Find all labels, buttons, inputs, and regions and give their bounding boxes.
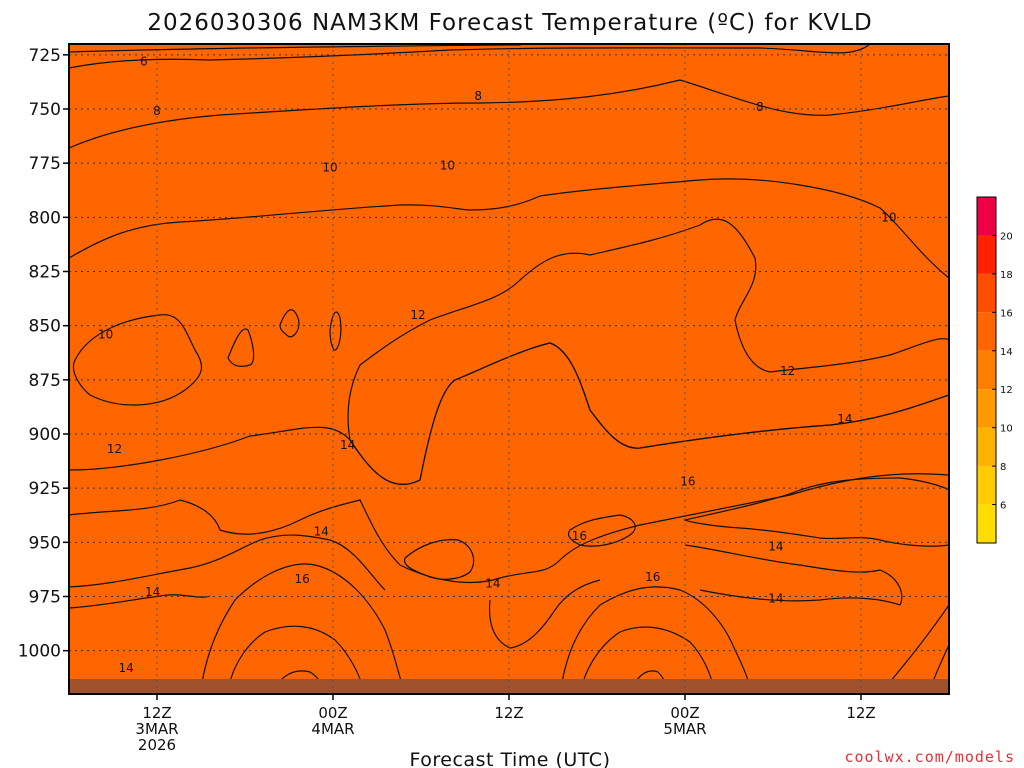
contour-label: 14 bbox=[485, 577, 500, 591]
colorbar-swatch bbox=[977, 312, 996, 351]
credit-link[interactable]: coolwx.com/models bbox=[844, 748, 1015, 766]
colorbar-swatch bbox=[977, 427, 996, 467]
contour-labels: 6 8 8 8 10 10 10 10 12 12 12 14 14 14 14 14 14 14 14 16 16 16… bbox=[98, 54, 896, 675]
zone-16-18-pocket bbox=[403, 539, 475, 580]
zone-8-10 bbox=[69, 44, 949, 149]
x-tick-label: 3MAR bbox=[135, 720, 178, 738]
y-axis: 725 750 775 800 825 850 875 900 925 950 975 1000 bbox=[18, 46, 69, 662]
x-tick-label: 00Z bbox=[670, 704, 699, 722]
plot-area: 6 8 8 8 10 10 10 10 12 12 12 14 14 14 14 14 14 14 14 16 16 16… bbox=[69, 44, 949, 694]
grid bbox=[69, 44, 949, 694]
contour-label: 8 bbox=[474, 89, 482, 103]
zone-below-6 bbox=[69, 44, 521, 53]
x-axis-label: Forecast Time (UTC) bbox=[410, 749, 611, 768]
colorbar-swatch bbox=[977, 504, 996, 543]
y-tick-label: 925 bbox=[29, 479, 61, 499]
contour-label: 12 bbox=[410, 308, 425, 322]
contour-line-14a bbox=[69, 534, 386, 591]
x-tick-label: 2026 bbox=[138, 736, 176, 754]
x-tick-label: 12Z bbox=[142, 704, 171, 722]
y-tick-label: 900 bbox=[29, 425, 61, 445]
zone-16-18-pocket-2 bbox=[567, 514, 636, 547]
contour-label: 12 bbox=[107, 442, 122, 456]
zone-18-20-right bbox=[579, 626, 716, 694]
x-tick-label: 4MAR bbox=[311, 720, 354, 738]
zone-16-18-left bbox=[199, 563, 406, 694]
colorbar-swatch bbox=[977, 197, 996, 236]
contour-label: 8 bbox=[153, 104, 161, 118]
contour-label: 14 bbox=[314, 525, 329, 539]
contour-label: 16 bbox=[680, 475, 695, 489]
x-tick-label: 12Z bbox=[846, 704, 875, 722]
contour-label: 16 bbox=[645, 570, 660, 584]
colorbar-label: 14 bbox=[1000, 347, 1013, 358]
contour-label: 14 bbox=[340, 438, 355, 452]
contour-label: 14 bbox=[768, 592, 783, 606]
chart-title: 2026030306 NAM3KM Forecast Temperature (… bbox=[147, 10, 872, 36]
colorbar-label: 10 bbox=[1000, 424, 1013, 435]
contour-label: 14 bbox=[145, 585, 160, 599]
y-tick-label: 775 bbox=[29, 154, 61, 174]
colorbar-swatch bbox=[977, 389, 996, 428]
y-tick-label: 1000 bbox=[18, 642, 61, 662]
contour-label: 14 bbox=[837, 412, 852, 426]
colorbar-label: 12 bbox=[1000, 385, 1013, 396]
zone-14-16 bbox=[69, 473, 949, 694]
contour-label: 8 bbox=[756, 100, 764, 114]
colorbar-label: 8 bbox=[1000, 462, 1006, 473]
colorbar-label: 6 bbox=[1000, 501, 1006, 512]
island-10-left bbox=[72, 314, 203, 406]
zone-6-8 bbox=[69, 44, 949, 69]
contour-line-14e bbox=[488, 579, 601, 649]
y-tick-label: 950 bbox=[29, 533, 61, 553]
island-10-small bbox=[227, 328, 255, 367]
zone-12-14-tongue bbox=[347, 218, 949, 486]
contour-label: 12 bbox=[780, 364, 795, 378]
zone-10-12 bbox=[69, 44, 949, 279]
zone-18-20-left bbox=[227, 625, 366, 694]
contour-label: 14 bbox=[119, 661, 134, 675]
contour-label: 10 bbox=[440, 158, 455, 172]
contour-label: 10 bbox=[322, 161, 337, 175]
colorbar-frame bbox=[976, 196, 997, 544]
contour-label: 16 bbox=[295, 572, 310, 586]
y-tick-label: 850 bbox=[29, 317, 61, 337]
contour-label: 10 bbox=[98, 327, 113, 341]
contour-line-14c bbox=[684, 544, 903, 606]
contour-label: 14 bbox=[768, 540, 783, 554]
colorbar-swatch bbox=[977, 273, 996, 313]
contour-label: 6 bbox=[140, 54, 148, 68]
x-tick-label: 12Z bbox=[494, 704, 523, 722]
x-tick-label: 00Z bbox=[318, 704, 347, 722]
zone-16-18-right bbox=[559, 586, 753, 694]
colorbar-swatch bbox=[977, 235, 996, 274]
contour-label: 16 bbox=[572, 529, 587, 543]
contour-label: 10 bbox=[881, 210, 896, 224]
colorbar-label: 20 bbox=[1000, 231, 1013, 242]
y-tick-label: 975 bbox=[29, 588, 61, 608]
colorbar: 6 8 10 12 14 16 18 20 bbox=[976, 196, 1013, 544]
y-tick-label: 800 bbox=[29, 208, 61, 228]
y-tick-label: 875 bbox=[29, 371, 61, 391]
y-tick-label: 750 bbox=[29, 100, 61, 120]
colorbar-swatch bbox=[977, 466, 996, 505]
x-tick-label: 5MAR bbox=[663, 720, 706, 738]
y-tick-label: 825 bbox=[29, 263, 61, 283]
colorbar-swatch bbox=[977, 350, 996, 390]
contour-line-14d bbox=[699, 589, 901, 606]
island-10-small-3 bbox=[329, 311, 342, 351]
colorbar-label: 16 bbox=[1000, 308, 1013, 319]
island-10-small-2 bbox=[279, 309, 300, 338]
y-tick-label: 725 bbox=[29, 46, 61, 66]
zone-16-18-band bbox=[682, 477, 949, 547]
colorbar-label: 18 bbox=[1000, 270, 1013, 281]
